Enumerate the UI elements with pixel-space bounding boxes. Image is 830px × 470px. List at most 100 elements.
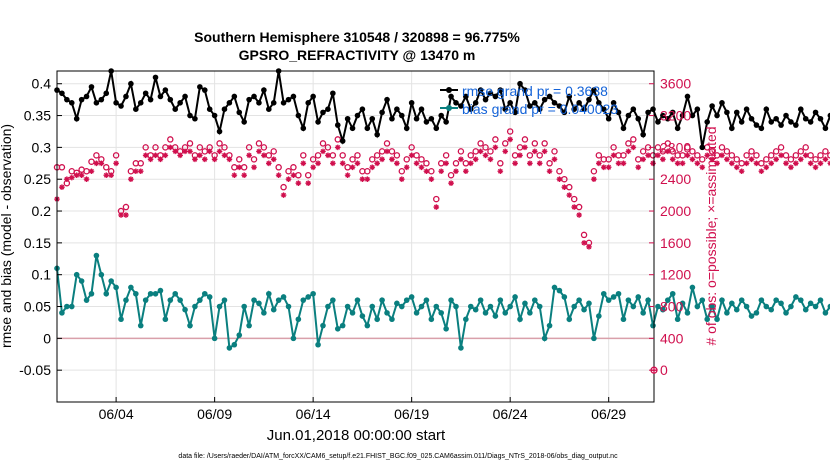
series-point-rmse bbox=[699, 144, 706, 151]
series-point-rmse bbox=[310, 93, 316, 100]
obs-point-assimilated bbox=[738, 168, 745, 175]
series-point-bias bbox=[216, 303, 223, 310]
obs-point-assimilated bbox=[221, 152, 228, 159]
legend-marker-rmse bbox=[446, 87, 452, 93]
series-point-bias bbox=[788, 303, 794, 310]
obs-point-assimilated bbox=[300, 160, 307, 167]
plot-series bbox=[53, 68, 830, 351]
obs-point-assimilated bbox=[783, 160, 789, 167]
series-point-rmse bbox=[586, 96, 592, 103]
obs-point-possible bbox=[634, 156, 642, 163]
series-point-bias bbox=[566, 316, 573, 323]
obs-point-possible bbox=[684, 144, 691, 151]
obs-point-possible bbox=[88, 158, 95, 165]
series-point-bias bbox=[512, 294, 518, 300]
series-point-bias bbox=[699, 297, 706, 303]
obs-point-assimilated bbox=[807, 160, 814, 167]
series-point-bias bbox=[428, 316, 435, 323]
obs-point-possible bbox=[772, 148, 780, 155]
obs-point-assimilated bbox=[423, 168, 430, 175]
obs-point-possible bbox=[462, 160, 470, 167]
series-point-bias bbox=[807, 300, 814, 307]
series-point-rmse bbox=[403, 125, 410, 132]
series-point-rmse bbox=[236, 109, 243, 116]
obs-point-possible bbox=[694, 152, 701, 159]
zero-obs-marker bbox=[650, 366, 658, 374]
x-axis-label: Jun.01,2018 00:00:00 start bbox=[267, 427, 446, 444]
series-point-rmse bbox=[807, 119, 814, 125]
obs-point-possible bbox=[167, 136, 174, 143]
obs-point-possible bbox=[196, 144, 204, 151]
y-right-tick-label: 1200 bbox=[660, 267, 691, 283]
obs-point-assimilated bbox=[201, 156, 208, 163]
series-point-bias bbox=[300, 297, 307, 303]
obs-point-possible bbox=[103, 164, 110, 171]
series-rmse bbox=[54, 68, 830, 151]
series-point-rmse bbox=[650, 106, 656, 112]
obs-point-possible bbox=[723, 148, 731, 155]
obs-point-possible bbox=[787, 156, 795, 163]
series-point-rmse bbox=[113, 100, 119, 106]
obs-point-assimilated bbox=[797, 156, 804, 163]
obs-point-assimilated bbox=[236, 164, 243, 171]
obs-point-assimilated bbox=[241, 172, 247, 179]
obs-point-assimilated bbox=[93, 160, 100, 167]
obs-point-possible bbox=[457, 148, 465, 155]
series-point-rmse bbox=[349, 125, 356, 132]
series-point-rmse bbox=[502, 106, 509, 112]
obs-point-assimilated bbox=[408, 152, 415, 159]
y-left-tick-label: 0.35 bbox=[24, 108, 51, 124]
obs-point-assimilated bbox=[216, 148, 223, 155]
obs-point-assimilated bbox=[162, 152, 169, 159]
series-point-bias bbox=[453, 303, 459, 310]
series-point-bias bbox=[290, 335, 297, 342]
obs-point-assimilated bbox=[280, 192, 287, 198]
obs-series-possible bbox=[53, 128, 830, 247]
obs-point-possible bbox=[570, 195, 578, 203]
series-point-rmse bbox=[753, 122, 760, 128]
obs-point-possible bbox=[620, 152, 627, 159]
series-point-bias bbox=[660, 306, 666, 313]
obs-point-assimilated bbox=[684, 152, 691, 159]
series-point-rmse bbox=[630, 106, 637, 112]
obs-point-assimilated bbox=[334, 144, 341, 151]
series-point-rmse bbox=[645, 109, 651, 116]
series-point-bias bbox=[576, 297, 582, 303]
series-point-rmse bbox=[182, 93, 188, 100]
series-point-rmse bbox=[325, 106, 331, 112]
series-point-bias bbox=[349, 310, 356, 316]
series-point-rmse bbox=[300, 125, 307, 132]
obs-point-possible bbox=[817, 152, 824, 159]
obs-point-possible bbox=[630, 136, 637, 143]
series-point-bias bbox=[374, 316, 380, 323]
obs-point-assimilated bbox=[660, 156, 666, 163]
y-left-tick-label: 0 bbox=[43, 330, 51, 346]
chart-title-line2: GPSRO_REFRACTIVITY @ 13470 m bbox=[239, 47, 476, 63]
obs-point-assimilated bbox=[487, 156, 494, 163]
series-point-rmse bbox=[768, 119, 775, 125]
obs-point-assimilated bbox=[167, 144, 174, 151]
obs-point-assimilated bbox=[389, 156, 395, 163]
series-point-rmse bbox=[497, 87, 504, 93]
series-point-bias bbox=[147, 290, 154, 297]
series-point-bias bbox=[221, 297, 228, 303]
obs-point-possible bbox=[309, 156, 317, 163]
chart-title-line1: Southern Hemisphere 310548 / 320898 = 96… bbox=[194, 29, 520, 45]
y-left-tick-label: 0.25 bbox=[24, 171, 51, 187]
obs-point-possible bbox=[797, 148, 805, 155]
series-point-bias bbox=[379, 297, 385, 303]
series-point-rmse bbox=[660, 112, 666, 119]
obs-point-possible bbox=[295, 171, 302, 179]
obs-point-possible bbox=[393, 152, 401, 159]
series-point-rmse bbox=[261, 87, 267, 93]
obs-point-assimilated bbox=[226, 156, 233, 163]
obs-point-assimilated bbox=[517, 152, 523, 159]
series-point-rmse bbox=[733, 109, 740, 116]
obs-point-assimilated bbox=[679, 160, 686, 167]
obs-point-assimilated bbox=[310, 164, 316, 171]
obs-point-assimilated bbox=[246, 152, 252, 159]
obs-point-possible bbox=[748, 148, 755, 155]
series-point-bias bbox=[68, 303, 75, 310]
series-point-rmse bbox=[748, 115, 755, 122]
obs-point-assimilated bbox=[793, 160, 799, 167]
